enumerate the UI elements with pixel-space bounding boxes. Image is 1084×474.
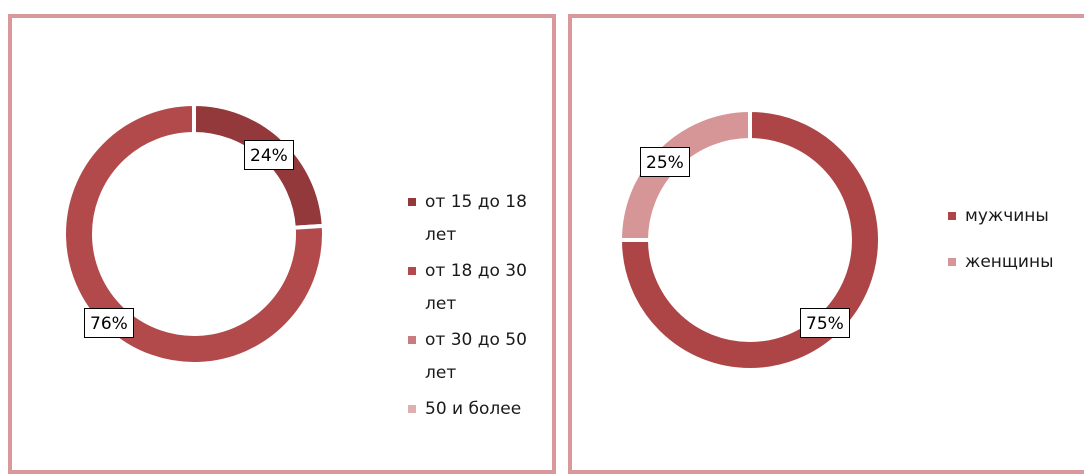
legend-item-gender-1: женщины bbox=[948, 246, 1068, 279]
donut-chart-age bbox=[62, 101, 326, 366]
donut-gender-slice-1 bbox=[617, 107, 752, 242]
legend-item-age-2: от 30 до 50 лет bbox=[408, 324, 538, 390]
donut-age-slice-1 bbox=[62, 101, 326, 366]
legend-marker-age-1 bbox=[408, 267, 416, 275]
legend-label-age-0: от 15 до 18 лет bbox=[425, 192, 527, 245]
data-label-gender-1: 25% bbox=[640, 147, 690, 177]
legend-marker-age-3 bbox=[408, 405, 416, 413]
data-label-gender-0: 75% bbox=[800, 308, 850, 338]
chart-panel-gender bbox=[568, 14, 1084, 474]
data-label-age-0: 24% bbox=[244, 140, 294, 170]
chart-panel-age bbox=[8, 14, 556, 474]
legend-age: от 15 до 18 лет от 18 до 30 лет от 30 до… bbox=[408, 186, 538, 429]
legend-item-gender-0: мужчины bbox=[948, 200, 1068, 233]
legend-label-age-1: от 18 до 30 лет bbox=[425, 261, 527, 314]
legend-item-age-1: от 18 до 30 лет bbox=[408, 255, 538, 321]
data-label-age-1: 76% bbox=[84, 308, 134, 338]
legend-marker-age-2 bbox=[408, 336, 416, 344]
legend-marker-age-0 bbox=[408, 198, 416, 206]
legend-label-age-2: от 30 до 50 лет bbox=[425, 330, 527, 383]
legend-label-gender-1: женщины bbox=[965, 252, 1054, 272]
legend-item-age-0: от 15 до 18 лет bbox=[408, 186, 538, 252]
donut-chart-gender bbox=[617, 107, 882, 372]
legend-marker-gender-0 bbox=[948, 212, 956, 220]
legend-label-gender-0: мужчины bbox=[965, 206, 1049, 226]
donut-gender-slice-0 bbox=[617, 107, 882, 372]
legend-item-age-3: 50 и более bbox=[408, 393, 538, 426]
legend-marker-gender-1 bbox=[948, 258, 956, 266]
legend-label-age-3: 50 и более bbox=[425, 399, 522, 419]
legend-gender: мужчины женщины bbox=[948, 200, 1068, 292]
